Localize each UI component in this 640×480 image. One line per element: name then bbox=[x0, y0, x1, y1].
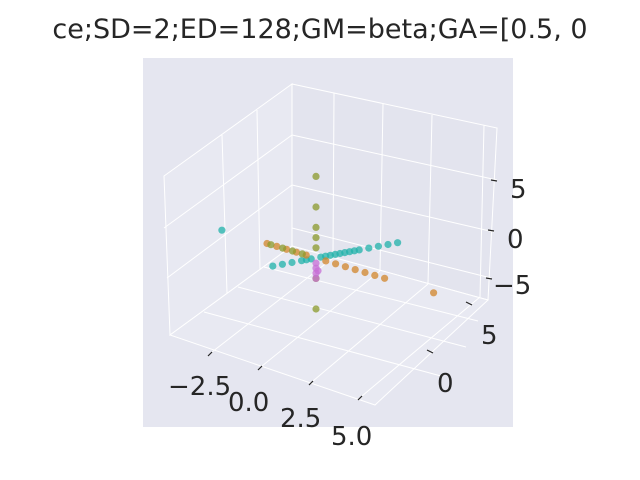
data-point bbox=[288, 247, 297, 255]
data-point bbox=[430, 289, 438, 297]
data-point bbox=[365, 244, 373, 252]
data-point bbox=[312, 203, 320, 211]
data-point bbox=[355, 246, 363, 254]
data-point bbox=[312, 172, 320, 180]
y-tick-label: 5 bbox=[481, 321, 498, 351]
grid-lines bbox=[163, 92, 498, 397]
chart-title: ce;SD=2;ED=128;GM=beta;GA=[0.5, 0 bbox=[52, 14, 588, 45]
data-point bbox=[278, 260, 286, 268]
data-point bbox=[351, 266, 359, 274]
z-tick-label: −5 bbox=[493, 271, 531, 301]
x-tick-label: 5.0 bbox=[331, 422, 372, 452]
data-point bbox=[312, 274, 320, 282]
data-point bbox=[307, 255, 315, 263]
tick-marks bbox=[207, 179, 498, 401]
data-point bbox=[314, 267, 322, 275]
data-point bbox=[312, 234, 320, 242]
data-point bbox=[312, 259, 320, 267]
x-tick-label: −2.5 bbox=[168, 372, 231, 402]
data-point bbox=[298, 250, 306, 258]
data-point bbox=[394, 239, 402, 247]
data-point bbox=[312, 244, 320, 252]
data-point bbox=[273, 242, 281, 250]
y-tick-label: 0 bbox=[437, 369, 454, 399]
data-point bbox=[361, 268, 369, 277]
data-point bbox=[218, 226, 226, 234]
data-point bbox=[384, 240, 392, 249]
data-point bbox=[322, 257, 330, 265]
data-point bbox=[341, 263, 349, 271]
data-point bbox=[381, 274, 389, 282]
data-point bbox=[267, 241, 275, 249]
data-point bbox=[269, 262, 277, 270]
floor-pane bbox=[168, 245, 489, 406]
x-tick-label: 0.0 bbox=[228, 388, 269, 418]
data-point bbox=[371, 271, 379, 279]
data-point bbox=[312, 305, 320, 313]
data-point bbox=[374, 242, 382, 250]
x-tick-label: 2.5 bbox=[280, 404, 321, 434]
data-point bbox=[332, 260, 340, 268]
z-tick-label: 0 bbox=[507, 225, 524, 255]
data-point bbox=[288, 258, 296, 267]
scatter-points bbox=[218, 172, 438, 313]
z-tick-label: 5 bbox=[510, 175, 527, 205]
data-point bbox=[279, 244, 287, 252]
data-point bbox=[312, 223, 320, 231]
